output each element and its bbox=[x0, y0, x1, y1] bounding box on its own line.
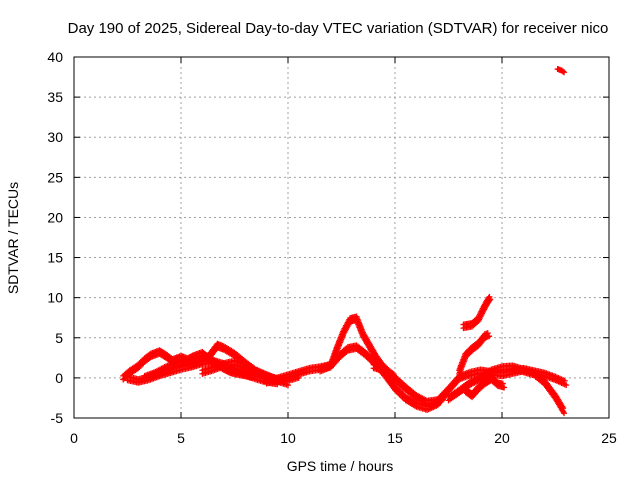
x-tick-label: 20 bbox=[494, 430, 510, 446]
series-arc-h bbox=[445, 362, 568, 417]
y-tick-label: 35 bbox=[47, 89, 63, 105]
axis-ticks: 0 5 10 15 20 25 -5 0 5 10 15 20 25 30 35 40 bbox=[47, 49, 617, 446]
y-tick-label: 30 bbox=[47, 129, 63, 145]
data-point bbox=[561, 410, 568, 417]
series-outlier bbox=[554, 66, 568, 76]
series-arc-j bbox=[460, 293, 494, 332]
series-arc-i bbox=[456, 330, 493, 377]
data-point bbox=[563, 382, 570, 389]
y-axis-label: SDTVAR / TECUs bbox=[5, 182, 21, 294]
x-tick-label: 15 bbox=[387, 430, 403, 446]
x-tick-label: 0 bbox=[70, 430, 78, 446]
series-arc-e bbox=[263, 313, 398, 387]
data-point bbox=[559, 68, 566, 75]
data-point bbox=[501, 384, 508, 391]
y-tick-label: 40 bbox=[47, 49, 63, 65]
plot-frame bbox=[73, 56, 610, 419]
series-arc-k bbox=[462, 373, 508, 401]
y-tick-label: 10 bbox=[47, 290, 63, 306]
data-point bbox=[499, 380, 506, 387]
y-tick-label: 25 bbox=[47, 169, 63, 185]
x-tick-label: 25 bbox=[601, 430, 617, 446]
data-point bbox=[561, 69, 568, 76]
x-tick-label: 10 bbox=[280, 430, 296, 446]
data-point bbox=[561, 377, 568, 384]
data-points bbox=[120, 66, 570, 417]
chart-title: Day 190 of 2025, Sidereal Day-to-day VTE… bbox=[68, 20, 609, 37]
data-point bbox=[484, 330, 491, 337]
y-tick-label: 5 bbox=[55, 330, 63, 346]
data-point bbox=[560, 405, 567, 412]
x-tick-label: 5 bbox=[177, 430, 185, 446]
y-tick-label: -5 bbox=[51, 410, 64, 426]
data-point bbox=[285, 382, 291, 389]
y-tick-label: 15 bbox=[47, 250, 63, 266]
y-tick-label: 20 bbox=[47, 209, 63, 225]
grid-lines bbox=[74, 57, 609, 418]
data-point bbox=[487, 296, 494, 303]
y-tick-label: 0 bbox=[55, 370, 63, 386]
data-point bbox=[486, 333, 493, 340]
x-axis-label: GPS time / hours bbox=[287, 458, 394, 474]
